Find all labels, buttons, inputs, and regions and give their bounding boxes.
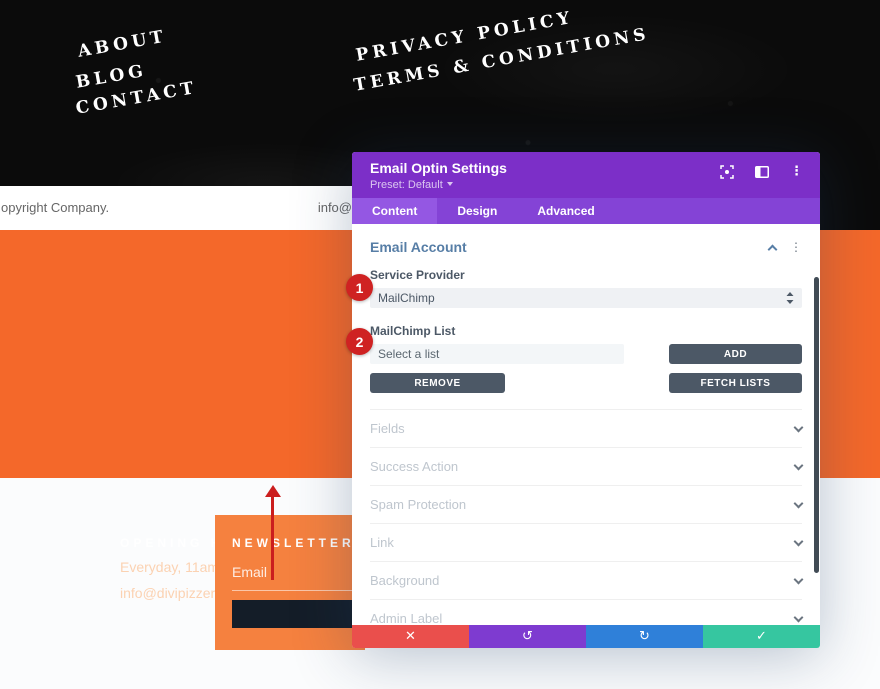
mailchimp-list-select[interactable]: Select a list — [370, 344, 624, 364]
redo-button[interactable]: ↻ — [586, 625, 703, 648]
remove-button[interactable]: REMOVE — [370, 373, 505, 393]
section-label: Spam Protection — [370, 497, 467, 512]
chevron-down-icon — [793, 460, 804, 470]
annotation-step-2: 2 — [346, 328, 373, 355]
modal-footer: ✕ ↺ ↻ ✓ — [352, 625, 820, 648]
chevron-down-icon — [793, 422, 804, 432]
email-optin-settings-modal: Email Optin Settings Preset: Default ⋮ C… — [352, 152, 820, 648]
preset-selector[interactable]: Preset: Default — [370, 179, 453, 191]
newsletter-email-input[interactable] — [232, 590, 362, 591]
more-options-icon[interactable]: ⋮ — [790, 164, 803, 179]
section-label: Admin Label — [370, 611, 443, 626]
section-fields[interactable]: Fields — [370, 409, 804, 447]
modal-title: Email Optin Settings — [370, 160, 507, 176]
copyright-text: opyright Company. — [1, 200, 110, 215]
section-label: Background — [370, 573, 440, 588]
save-button[interactable]: ✓ — [703, 625, 820, 648]
nav-link-about[interactable]: ABOUT — [76, 26, 169, 62]
email-account-toggle[interactable]: Email Account ⋮ — [370, 224, 802, 258]
layout-columns-icon[interactable] — [754, 164, 769, 179]
mailchimp-list-label: MailChimp List — [370, 324, 456, 338]
fetch-lists-button[interactable]: FETCH LISTS — [669, 373, 802, 393]
newsletter-email-label: Email — [232, 564, 268, 580]
section-admin-label[interactable]: Admin Label — [370, 599, 804, 637]
chevron-down-icon — [793, 612, 804, 622]
collapsed-sections: Fields Success Action Spam Protection Li… — [370, 409, 804, 637]
chevron-up-icon[interactable] — [767, 244, 778, 254]
annotation-arrow-icon — [265, 485, 281, 497]
section-link[interactable]: Link — [370, 523, 804, 561]
preset-label: Preset: Default — [370, 179, 443, 191]
modal-tab-bar: Content Design Advanced — [352, 198, 820, 224]
add-button[interactable]: ADD — [669, 344, 802, 364]
undo-button[interactable]: ↺ — [469, 625, 586, 648]
newsletter-subscribe-button[interactable] — [232, 600, 362, 628]
tab-content[interactable]: Content — [352, 198, 438, 224]
service-provider-select[interactable]: MailChimp — [370, 288, 802, 308]
discard-button[interactable]: ✕ — [352, 625, 469, 648]
section-label: Fields — [370, 421, 405, 436]
service-provider-value: MailChimp — [378, 291, 435, 305]
chevron-down-icon — [793, 536, 804, 546]
modal-scrollbar[interactable] — [814, 277, 819, 573]
section-label: Success Action — [370, 459, 459, 474]
newsletter-title: NEWSLETTER — [232, 536, 355, 550]
email-account-heading: Email Account — [370, 239, 467, 255]
section-label: Link — [370, 535, 394, 550]
mailchimp-list-value: Select a list — [378, 347, 440, 361]
modal-body: Email Account ⋮ Service Provider MailChi… — [352, 224, 820, 626]
copyright-bar: opyright Company. info@ — [0, 186, 352, 230]
annotation-step-1: 1 — [346, 274, 373, 301]
focus-mode-icon[interactable] — [719, 164, 734, 179]
annotation-arrow-line — [271, 496, 274, 580]
service-provider-label: Service Provider — [370, 268, 465, 282]
section-options-icon[interactable]: ⋮ — [790, 240, 802, 254]
chevron-down-icon — [793, 574, 804, 584]
section-success-action[interactable]: Success Action — [370, 447, 804, 485]
section-spam-protection[interactable]: Spam Protection — [370, 485, 804, 523]
tab-advanced[interactable]: Advanced — [537, 204, 595, 218]
section-background[interactable]: Background — [370, 561, 804, 599]
select-updown-icon — [786, 292, 794, 304]
modal-header[interactable]: Email Optin Settings Preset: Default ⋮ — [352, 152, 820, 198]
footer-email-fragment: info@ — [317, 200, 352, 215]
chevron-down-icon — [793, 498, 804, 508]
tab-design[interactable]: Design — [457, 204, 498, 218]
preset-caret-icon — [446, 182, 453, 186]
